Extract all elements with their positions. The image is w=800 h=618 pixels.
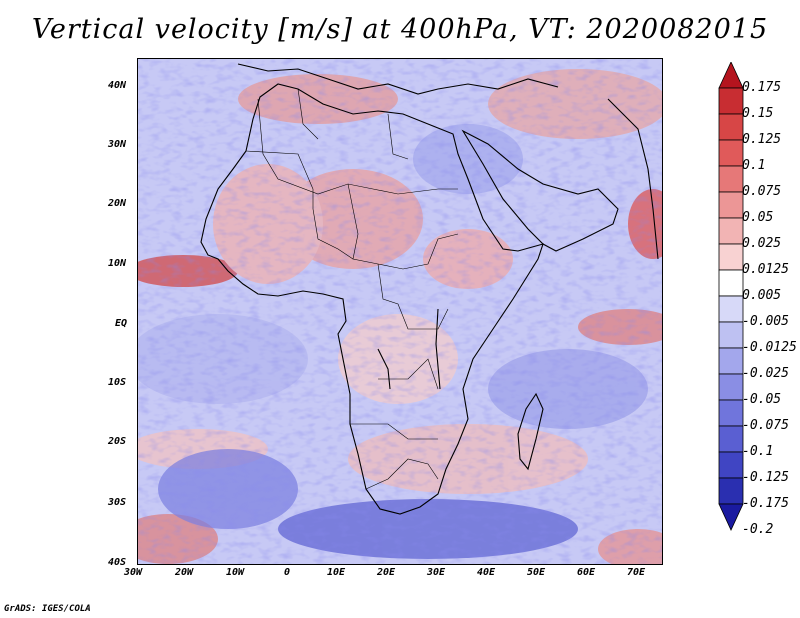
colorbar-label: -0.175	[742, 496, 789, 511]
colorbar-label: -0.0125	[742, 340, 797, 355]
colorbar	[718, 62, 744, 531]
colorbar-label: 0.05	[742, 210, 774, 225]
lat-label-30s: 30S	[108, 497, 127, 508]
colorbar-label: 0.1	[742, 158, 766, 173]
lat-label-eq: EQ	[115, 318, 128, 329]
colorbar-segment	[718, 139, 744, 167]
lat-label-20s: 20S	[108, 436, 127, 447]
colorbar-label: 0.075	[742, 184, 782, 199]
map-title: Vertical velocity [m/s] at 400hPa, VT: 2…	[31, 14, 769, 45]
colorbar-max-arrow	[718, 62, 744, 89]
colorbar-label: 0.0125	[742, 262, 789, 277]
colorbar-segment	[718, 373, 744, 401]
colorbar-label: -0.025	[742, 366, 789, 381]
colorbar-segment	[718, 165, 744, 193]
colorbar-segment	[718, 191, 744, 219]
colorbar-segment	[718, 295, 744, 323]
lon-label-20w: 20W	[175, 567, 194, 578]
lat-label-40n: 40N	[108, 80, 127, 91]
lat-label-20n: 20N	[108, 198, 127, 209]
lon-label-10e: 10E	[327, 567, 346, 578]
lon-label-60e: 60E	[577, 567, 596, 578]
colorbar-label: 0.005	[742, 288, 782, 303]
colorbar-segment	[718, 477, 744, 505]
colorbar-label: -0.075	[742, 418, 789, 433]
lon-label-10w: 10W	[226, 567, 245, 578]
colorbar-segment	[718, 399, 744, 427]
colorbar-segment	[718, 217, 744, 245]
europe-coastline	[237, 63, 559, 95]
colorbar-label: 0.15	[742, 106, 774, 121]
colorbar-segment	[718, 347, 744, 375]
colorbar-min-arrow	[718, 503, 744, 531]
colorbar-segment	[718, 269, 744, 297]
colorbar-label: 0.175	[742, 80, 782, 95]
lon-label-70e: 70E	[627, 567, 646, 578]
lon-label-30w: 30W	[124, 567, 143, 578]
lat-label-40s: 40S	[108, 557, 127, 568]
lat-label-10n: 10N	[108, 258, 127, 269]
madagascar-coastline	[517, 392, 544, 471]
colorbar-segment	[718, 87, 744, 115]
colorbar-label: -0.1	[742, 444, 774, 459]
colorbar-label: 0.125	[742, 132, 782, 147]
colorbar-segment	[718, 243, 744, 271]
lon-label-40e: 40E	[477, 567, 496, 578]
lon-label-0: 0	[284, 567, 291, 578]
colorbar-segment	[718, 451, 744, 479]
lon-label-30e: 30E	[427, 567, 446, 578]
colorbar-label: -0.2	[742, 522, 774, 537]
credit-text: GrADS: IGES/COLA	[4, 604, 91, 614]
colorbar-label: -0.125	[742, 470, 789, 485]
arabia-coastline	[461, 129, 619, 252]
india-coastline	[607, 98, 659, 260]
velocity-field-map	[138, 59, 662, 564]
colorbar-segment	[718, 425, 744, 453]
lat-label-30n: 30N	[108, 139, 127, 150]
colorbar-label: -0.05	[742, 392, 782, 407]
africa-coastline	[200, 83, 544, 515]
colorbar-segment	[718, 113, 744, 141]
map-panel	[137, 58, 663, 565]
lon-label-20e: 20E	[377, 567, 396, 578]
colorbar-label: -0.005	[742, 314, 789, 329]
lat-label-10s: 10S	[108, 377, 127, 388]
lon-label-50e: 50E	[527, 567, 546, 578]
colorbar-segment	[718, 321, 744, 349]
colorbar-label: 0.025	[742, 236, 782, 251]
